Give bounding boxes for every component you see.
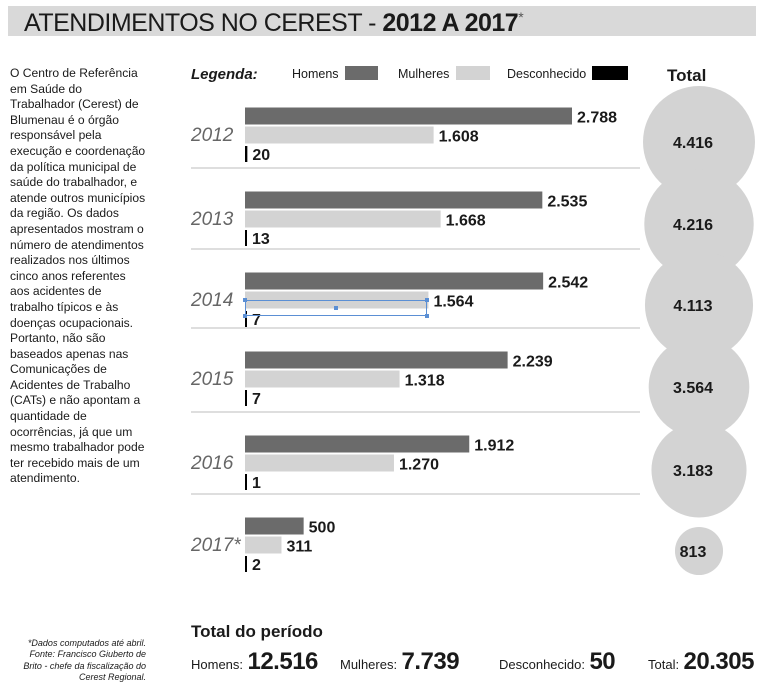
homens-value-label: 1.912 bbox=[474, 438, 514, 455]
page-title: ATENDIMENTOS NO CEREST - 2012 A 2017* bbox=[24, 9, 524, 38]
total-bubble bbox=[651, 422, 747, 518]
homens-value-label: 2.542 bbox=[548, 275, 588, 292]
desconhecido-value-label: 13 bbox=[252, 231, 270, 248]
desconhecido-bar bbox=[245, 230, 247, 246]
desconhecido-value-label: 7 bbox=[252, 391, 261, 408]
mulheres-bar bbox=[245, 454, 394, 472]
desconhecido-bar bbox=[245, 311, 247, 327]
period-total-value: 20.305 bbox=[683, 648, 755, 675]
period-homens-label: Homens: bbox=[191, 657, 244, 672]
desconhecido-bar bbox=[245, 146, 248, 162]
homens-value-label: 2.239 bbox=[513, 354, 553, 371]
period-homens-value: 12.516 bbox=[247, 648, 318, 675]
total-bubble bbox=[643, 86, 755, 198]
total-bubble bbox=[648, 336, 750, 438]
mulheres-value-label: 1.564 bbox=[433, 294, 473, 311]
intro-text: O Centro de Referência em Saúde do Traba… bbox=[10, 66, 146, 486]
title-asterisk: * bbox=[518, 9, 524, 25]
mulheres-bar bbox=[245, 370, 400, 388]
total-label: 813 bbox=[680, 544, 707, 561]
year-label: 2012 bbox=[190, 125, 234, 146]
desconhecido-bar bbox=[245, 474, 247, 490]
mulheres-value-label: 1.668 bbox=[446, 213, 486, 230]
title-years: 2012 A 2017 bbox=[382, 9, 519, 37]
period-mulheres-label: Mulheres: bbox=[340, 657, 398, 672]
total-label: 3.183 bbox=[673, 463, 713, 480]
total-label: 3.564 bbox=[673, 380, 713, 397]
desconhecido-value-label: 20 bbox=[252, 147, 270, 164]
homens-bar bbox=[245, 191, 543, 209]
homens-value-label: 500 bbox=[309, 520, 336, 537]
homens-value-label: 2.788 bbox=[577, 110, 617, 127]
selection-center-handle[interactable] bbox=[334, 306, 338, 310]
homens-bar bbox=[245, 435, 470, 453]
total-label: 4.113 bbox=[673, 298, 712, 315]
total-bubble bbox=[674, 526, 724, 576]
legend-label-desconhecido: Desconhecido bbox=[507, 67, 587, 81]
year-label: 2013 bbox=[190, 209, 234, 230]
period-mulheres-value: 7.739 bbox=[401, 648, 460, 675]
desconhecido-bar bbox=[245, 556, 247, 572]
total-bubble bbox=[644, 169, 754, 279]
selection-handle[interactable] bbox=[425, 298, 429, 302]
legend-label-mulheres: Mulheres bbox=[398, 67, 450, 81]
mulheres-value-label: 311 bbox=[286, 539, 312, 556]
mulheres-bar bbox=[245, 210, 441, 228]
period-desconhecido: Desconhecido: 50 bbox=[499, 648, 616, 676]
total-header: Total bbox=[667, 66, 707, 85]
legend-swatch-desconhecido bbox=[592, 66, 628, 80]
homens-bar bbox=[245, 272, 544, 290]
bar-chart: 2012 2.788 1.608 20 4.416 2013 2.535 1.668 13 4.2… bbox=[190, 86, 755, 576]
year-label: 2016 bbox=[190, 453, 234, 474]
year-label: 2015 bbox=[190, 369, 234, 390]
homens-bar bbox=[245, 107, 572, 125]
desconhecido-value-label: 1 bbox=[252, 475, 261, 492]
selection-handle[interactable] bbox=[425, 314, 429, 318]
mulheres-bar bbox=[245, 536, 282, 554]
legend-swatch-homens bbox=[345, 66, 378, 80]
homens-bar bbox=[245, 351, 508, 369]
legend-label-homens: Homens bbox=[292, 67, 339, 81]
desconhecido-value-label: 2 bbox=[252, 557, 261, 574]
total-bubble bbox=[644, 250, 754, 360]
title-bar: ATENDIMENTOS NO CEREST - 2012 A 2017* bbox=[8, 6, 756, 38]
legend-title: Legenda: bbox=[191, 66, 258, 83]
period-mulheres: Mulheres: 7.739 bbox=[340, 648, 460, 676]
year-label: 2017* bbox=[190, 535, 241, 556]
period-title: Total do período bbox=[191, 622, 323, 641]
selection-handle[interactable] bbox=[243, 298, 247, 302]
total-label: 4.416 bbox=[673, 135, 713, 152]
period-homens: Homens: 12.516 bbox=[191, 648, 318, 676]
homens-bar bbox=[245, 517, 304, 535]
desconhecido-bar bbox=[245, 390, 247, 406]
mulheres-value-label: 1.608 bbox=[439, 129, 479, 146]
total-label: 4.216 bbox=[673, 217, 713, 234]
mulheres-bar bbox=[245, 126, 434, 144]
selection-handle[interactable] bbox=[243, 314, 247, 318]
legend-swatch-mulheres bbox=[456, 66, 490, 80]
mulheres-value-label: 1.318 bbox=[405, 373, 445, 390]
period-total: Total: 20.305 bbox=[648, 648, 754, 676]
footnote: *Dados computados até abril. Fonte: Fran… bbox=[23, 638, 146, 683]
desconhecido-value-label: 7 bbox=[252, 312, 261, 329]
title-text: ATENDIMENTOS NO CEREST - bbox=[24, 9, 383, 37]
year-label: 2014 bbox=[190, 290, 233, 311]
selection-box[interactable] bbox=[243, 298, 429, 318]
period-total-label: Total: bbox=[648, 657, 680, 672]
mulheres-value-label: 1.270 bbox=[399, 457, 439, 474]
homens-value-label: 2.535 bbox=[547, 194, 587, 211]
period-desconhecido-label: Desconhecido: bbox=[499, 657, 585, 672]
period-desconhecido-value: 50 bbox=[589, 648, 616, 675]
